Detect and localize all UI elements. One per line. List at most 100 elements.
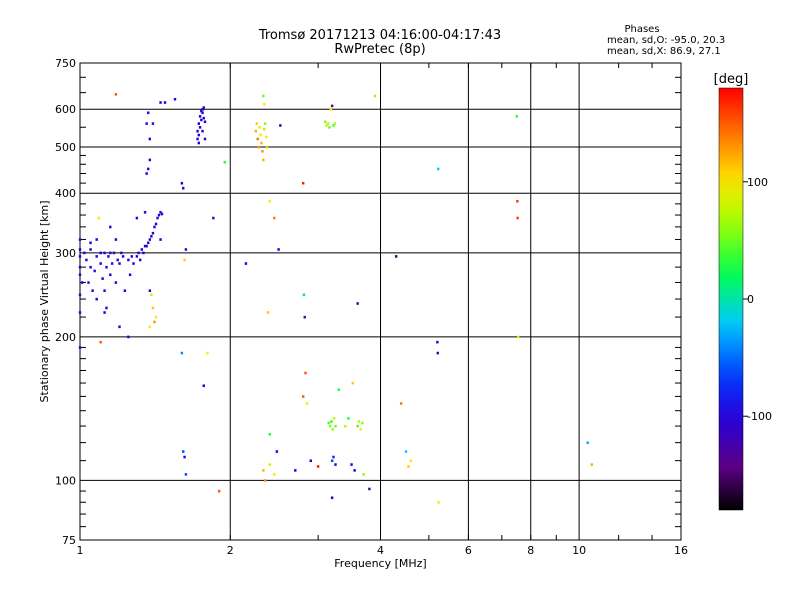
data-point: [116, 258, 119, 262]
colorbar-tick-label: 0: [747, 293, 754, 306]
data-point: [142, 251, 145, 255]
data-point: [196, 137, 199, 141]
x-tick-label: 10: [572, 544, 586, 557]
data-point: [173, 97, 177, 101]
data-point: [198, 115, 202, 118]
data-point: [128, 273, 132, 277]
y-tick-label: 300: [55, 247, 76, 260]
data-point: [153, 320, 156, 324]
y-tick-label: 400: [55, 187, 76, 200]
data-point: [254, 129, 257, 133]
data-point: [89, 248, 92, 251]
data-point: [99, 251, 102, 255]
data-point: [303, 315, 306, 319]
data-point: [350, 463, 353, 466]
data-point: [145, 172, 148, 175]
data-point: [184, 473, 188, 476]
x-tick-label: 8: [527, 544, 534, 557]
data-point: [78, 265, 82, 269]
data-point: [437, 167, 440, 171]
y-tick-label: 750: [55, 57, 76, 70]
data-point: [183, 258, 186, 262]
data-point: [180, 351, 184, 355]
data-point: [110, 262, 114, 265]
data-point: [118, 262, 121, 265]
data-point: [156, 216, 159, 220]
colorbar-label: [deg]: [714, 72, 749, 87]
data-point: [143, 210, 147, 214]
data-point: [91, 289, 94, 292]
data-point: [107, 255, 110, 258]
data-point: [268, 199, 271, 203]
data-point: [132, 262, 135, 265]
data-point: [184, 248, 188, 251]
data-point: [301, 395, 305, 398]
data-point: [330, 496, 334, 500]
colorbar: [718, 87, 744, 511]
data-point: [78, 311, 82, 314]
data-point: [302, 293, 306, 297]
data-point: [151, 306, 155, 310]
data-point: [135, 255, 139, 258]
data-point: [148, 137, 152, 141]
data-point: [109, 251, 112, 255]
data-point: [203, 120, 207, 124]
data-point: [123, 289, 127, 292]
data-point: [324, 120, 327, 124]
data-point: [344, 424, 347, 428]
data-point: [515, 115, 518, 118]
data-point: [150, 235, 153, 238]
data-point: [150, 293, 153, 297]
data-point: [197, 133, 201, 137]
data-point: [217, 489, 221, 493]
data-point: [262, 94, 265, 98]
data-point: [273, 216, 276, 220]
data-point: [436, 340, 439, 344]
y-tick-label: 100: [55, 474, 76, 487]
data-point: [93, 269, 96, 273]
data-point: [257, 145, 260, 149]
data-point: [265, 145, 269, 149]
data-point: [159, 101, 162, 104]
data-point: [328, 126, 331, 129]
data-point: [87, 281, 90, 284]
data-point: [263, 127, 266, 131]
data-point: [256, 137, 259, 141]
data-point: [118, 325, 121, 329]
data-point: [353, 469, 356, 472]
x-tick-label: 6: [465, 544, 472, 557]
data-point: [258, 126, 261, 129]
data-point: [103, 289, 106, 292]
data-point: [143, 244, 147, 248]
data-point: [316, 465, 320, 468]
data-point: [279, 124, 282, 127]
data-point: [135, 216, 139, 220]
colorbar-tick-label: 100: [747, 176, 768, 189]
data-point: [99, 340, 102, 344]
data-point: [89, 265, 92, 269]
data-point: [182, 450, 185, 453]
data-point: [327, 421, 330, 425]
data-point: [407, 465, 410, 468]
data-point: [197, 141, 201, 145]
phases-o-stats: mean, sd,O: -95.0, 20.3: [607, 35, 726, 46]
data-point: [329, 108, 332, 111]
data-point: [212, 216, 215, 220]
data-point: [294, 469, 297, 472]
data-point: [259, 133, 262, 137]
data-point: [223, 160, 226, 164]
data-point: [182, 186, 185, 190]
data-point: [95, 238, 98, 241]
data-point: [130, 255, 134, 258]
data-point: [399, 402, 403, 405]
data-point: [120, 251, 123, 255]
data-point: [196, 129, 199, 133]
x-tick-label: 16: [674, 544, 688, 557]
phases-heading: Phases: [624, 24, 660, 35]
data-point: [309, 459, 312, 463]
data-point: [262, 469, 265, 472]
data-point: [159, 238, 162, 241]
data-point: [114, 238, 118, 241]
data-point: [263, 102, 266, 106]
